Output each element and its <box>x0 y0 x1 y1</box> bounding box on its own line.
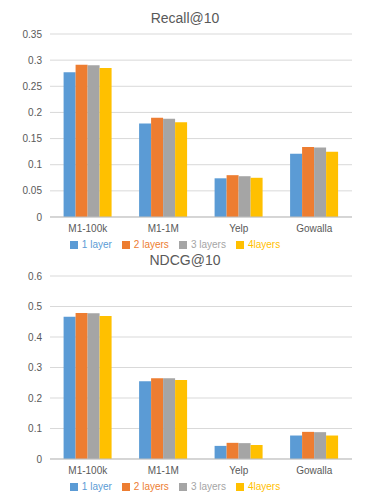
html-text:2 layers: 2 layers <box>133 239 169 250</box>
svg-text:Gowalla: Gowalla <box>296 465 333 476</box>
svg-text:0.35: 0.35 <box>23 29 43 40</box>
svg-text:M1-100k: M1-100k <box>68 223 108 234</box>
svg-text:Yelp: Yelp <box>229 223 249 234</box>
svg-text:0.3: 0.3 <box>28 55 42 66</box>
html-text:3 layers: 3 layers <box>190 239 226 250</box>
svg-text:M1-100k: M1-100k <box>68 465 108 476</box>
svg-text:0.2: 0.2 <box>28 393 42 404</box>
svg-text:Yelp: Yelp <box>229 465 249 476</box>
svg-text:M1-1M: M1-1M <box>148 465 179 476</box>
svg-text:0.3: 0.3 <box>28 362 42 373</box>
svg-text:0.2: 0.2 <box>28 107 42 118</box>
svg-text:Gowalla: Gowalla <box>296 223 333 234</box>
svg-text:0: 0 <box>36 454 42 465</box>
svg-text:0.05: 0.05 <box>23 185 43 196</box>
svg-text:M1-1M: M1-1M <box>148 223 179 234</box>
svg-text:0: 0 <box>36 212 42 223</box>
html-text:4layers: 4layers <box>247 481 281 492</box>
html-text:1 layer: 1 layer <box>81 481 112 492</box>
svg-text:0.1: 0.1 <box>28 423 42 434</box>
svg-text:0.1: 0.1 <box>28 159 42 170</box>
html-text:1 layer: 1 layer <box>81 239 112 250</box>
html-text:4layers: 4layers <box>247 239 281 250</box>
svg-text:0.25: 0.25 <box>23 81 43 92</box>
svg-text:0.5: 0.5 <box>28 301 42 312</box>
svg-text:0.6: 0.6 <box>28 271 42 282</box>
html-text:2 layers: 2 layers <box>133 481 169 492</box>
html-text:Recall@10: Recall@10 <box>150 10 220 26</box>
svg-text:0.15: 0.15 <box>23 133 43 144</box>
svg-text:0.4: 0.4 <box>28 332 42 343</box>
html-text:NDCG@10: NDCG@10 <box>149 252 221 268</box>
html-text:3 layers: 3 layers <box>190 481 226 492</box>
